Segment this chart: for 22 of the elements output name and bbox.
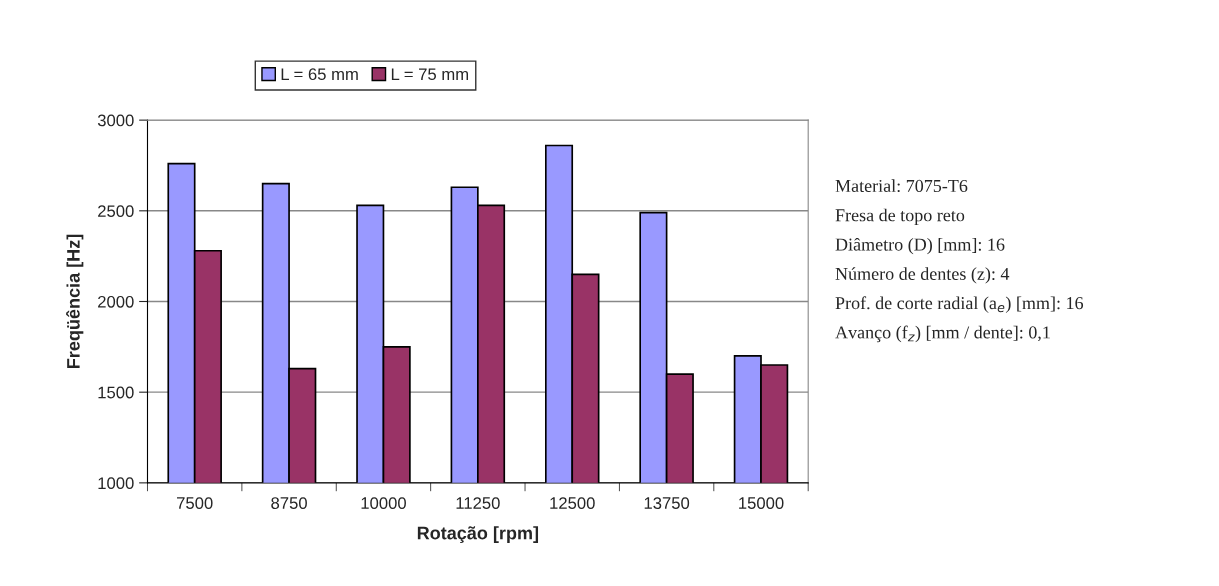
- x-tick-label: 10000: [361, 497, 406, 509]
- x-tick-label: 12500: [550, 497, 595, 509]
- text: Número de dentes (z): 4: [835, 267, 1010, 284]
- x-axis-title: Rotação [rpm]: [417, 526, 539, 544]
- legend-label: L = 65 mm: [281, 68, 358, 81]
- x-tick-label: 8750: [271, 497, 307, 509]
- text: Material: 7075-T6: [835, 179, 968, 193]
- x-tick-label: 11250: [456, 497, 500, 509]
- y-tick-label: 2000: [98, 295, 134, 308]
- legend-label: L = 75 mm: [391, 68, 468, 81]
- text: Avanço (f$_{z}$) [mm / dente]: 0,1: [835, 325, 1050, 343]
- text: Fresa de topo reto: [835, 208, 965, 226]
- x-tick-label: 7500: [177, 497, 213, 509]
- y-tick-label: 1000: [98, 477, 134, 490]
- y-tick-label: 3000: [97, 114, 134, 127]
- y-axis-title: Freqüência [Hz]: [66, 234, 84, 368]
- y-tick-label: 1500: [98, 386, 134, 399]
- text: Diâmetro (D) [mm]: 16: [835, 237, 1005, 255]
- x-tick-label: 15000: [739, 497, 784, 509]
- text: Prof. de corte radial (a$_{e}$) [mm]: 16: [835, 296, 1084, 313]
- x-tick-label: 13750: [644, 497, 690, 509]
- y-tick-label: 2500: [98, 205, 134, 218]
